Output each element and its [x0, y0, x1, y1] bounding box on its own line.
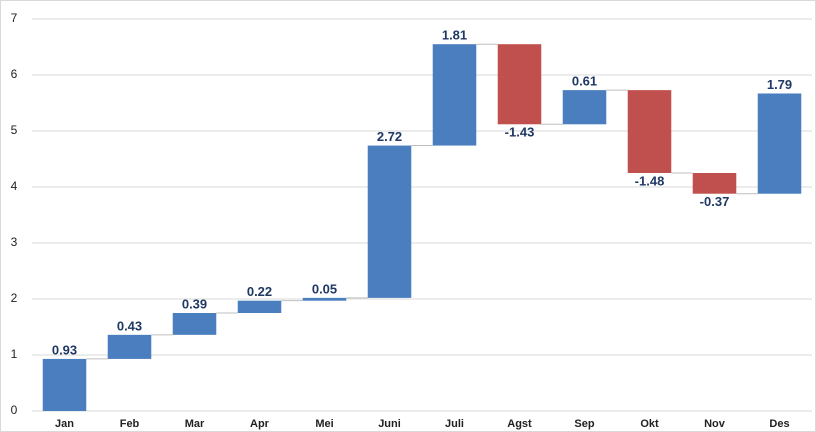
bar	[237, 300, 282, 313]
y-tick-label: 3	[11, 235, 18, 249]
x-tick-label: Nov	[704, 418, 726, 430]
bar	[42, 358, 87, 411]
value-label: -1.48	[635, 173, 665, 188]
x-tick-label: Jan	[55, 418, 74, 430]
value-label: 1.79	[767, 77, 792, 92]
bar	[107, 334, 152, 359]
value-label: 0.43	[117, 318, 142, 333]
bar	[562, 90, 607, 125]
x-tick-label: Feb	[120, 418, 140, 430]
x-tick-label: Sep	[574, 418, 594, 430]
x-tick-label: Juni	[378, 418, 401, 430]
bar	[627, 90, 672, 173]
bar	[757, 93, 802, 194]
value-label: -0.37	[700, 194, 730, 209]
x-tick-label: Mei	[315, 418, 333, 430]
y-tick-label: 0	[11, 403, 18, 417]
value-label: 0.39	[182, 296, 207, 311]
bar	[497, 44, 542, 125]
y-tick-label: 4	[11, 179, 18, 193]
y-tick-label: 7	[11, 11, 18, 25]
x-tick-label: Apr	[250, 418, 270, 430]
value-label: 0.93	[52, 342, 77, 357]
value-label: 0.61	[572, 74, 597, 89]
bar	[692, 173, 737, 194]
value-label: 2.72	[377, 129, 402, 144]
x-tick-label: Des	[769, 418, 789, 430]
value-label: -1.43	[505, 125, 535, 140]
x-tick-label: Okt	[640, 418, 659, 430]
x-tick-label: Mar	[185, 418, 205, 430]
x-tick-label: Juli	[445, 418, 464, 430]
y-tick-label: 2	[11, 291, 18, 305]
bar	[367, 145, 412, 298]
bar	[172, 313, 217, 335]
value-label: 0.05	[312, 281, 337, 296]
y-tick-label: 6	[11, 67, 18, 81]
y-tick-label: 1	[11, 347, 18, 361]
x-tick-label: Agst	[507, 418, 532, 430]
value-label: 1.81	[442, 28, 467, 43]
bar	[302, 297, 347, 301]
value-label: 0.22	[247, 284, 272, 299]
bar	[432, 44, 477, 146]
y-tick-label: 5	[11, 123, 18, 137]
